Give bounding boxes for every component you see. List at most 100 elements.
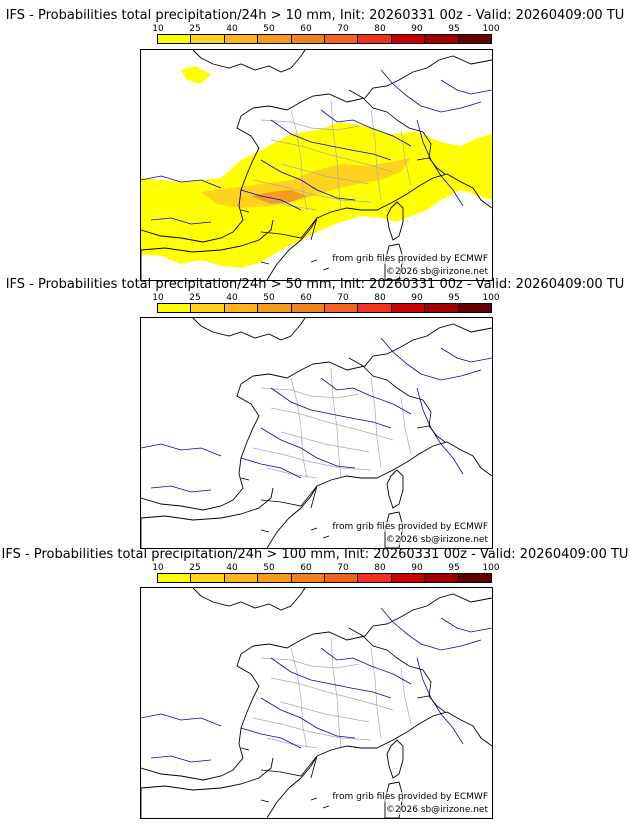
colorbar-ticks: 10 25 40 50 60 70 80 90 95 100: [152, 293, 499, 303]
river: [260, 697, 356, 739]
colorbar-segment: [325, 574, 359, 582]
colorbar-tick-label: 50: [263, 24, 275, 34]
river: [270, 387, 392, 429]
admin-boundary: [290, 377, 308, 479]
colorbar-tick-label: 70: [337, 24, 349, 34]
colorbar-tick-label: 60: [300, 563, 312, 573]
colorbar-tick-label: 10: [152, 293, 164, 303]
coastline: [192, 588, 306, 611]
admin-boundary: [330, 637, 342, 749]
river: [240, 189, 302, 211]
river: [320, 377, 412, 415]
colorbar-tick-label: 25: [189, 293, 201, 303]
colorbar-tick-label: 90: [411, 293, 423, 303]
colorbar-segment: [391, 574, 426, 582]
credit-site: ©2026 sb@irizone.net: [386, 535, 488, 545]
admin-boundary: [290, 647, 308, 749]
colorbar-tick-label: 95: [448, 24, 460, 34]
colorbar-segment: [224, 304, 259, 312]
colorbar-tick-label: 50: [263, 563, 275, 573]
colorbar-segment: [391, 304, 426, 312]
admin-boundary: [260, 387, 360, 399]
colorbar-segment: [291, 574, 326, 582]
river: [150, 485, 212, 493]
colorbar-segment: [191, 304, 225, 312]
coastline: [266, 217, 318, 280]
river: [380, 607, 482, 651]
map-panel-100mm: IFS - Probabilities total precipitation/…: [0, 547, 630, 819]
colorbar-tick-label: 10: [152, 563, 164, 573]
country-border: [260, 357, 446, 509]
coastline: [192, 318, 306, 341]
colorbar-tick-label: 40: [226, 293, 238, 303]
credit-site: ©2026 sb@irizone.net: [386, 267, 488, 277]
credit-ecmwf: from grib files provided by ECMWF: [332, 792, 488, 802]
colorbar-segment: [458, 304, 492, 312]
river: [270, 119, 392, 161]
island-corsica: [386, 201, 404, 241]
colorbar-segment: [291, 304, 326, 312]
coastline: [141, 55, 492, 243]
river: [440, 617, 492, 633]
precip-area-low: [181, 66, 211, 84]
map-view[interactable]: from grib files provided by ECMWF ©2026 …: [140, 587, 493, 819]
country-border: [260, 89, 446, 241]
colorbar-tick-label: 50: [263, 293, 275, 303]
colorbar-segment: [458, 574, 492, 582]
colorbar-tick-label: 60: [300, 293, 312, 303]
country-border: [260, 627, 446, 779]
colorbar-tick-label: 90: [411, 563, 423, 573]
map-view[interactable]: from grib files provided by ECMWF ©2026 …: [140, 317, 493, 549]
colorbar-tick-label: 60: [300, 24, 312, 34]
coastline: [240, 209, 330, 271]
admin-boundary: [260, 657, 360, 669]
colorbar-segment: [425, 304, 459, 312]
river: [141, 175, 222, 189]
river: [240, 457, 302, 479]
coastline: [141, 593, 492, 781]
river: [440, 79, 492, 95]
colorbar-segment: [291, 35, 326, 43]
colorbar-tick-label: 40: [226, 563, 238, 573]
river: [380, 337, 482, 381]
river: [150, 755, 212, 763]
admin-boundary: [280, 163, 370, 185]
island-corsica: [386, 469, 404, 509]
admin-boundary: [280, 701, 370, 723]
colorbar-segment: [325, 304, 359, 312]
river: [416, 119, 464, 207]
island-corsica: [386, 739, 404, 779]
panel-title: IFS - Probabilities total precipitation/…: [5, 8, 625, 23]
admin-boundary: [266, 737, 318, 749]
map-view[interactable]: from grib files provided by ECMWF ©2026 …: [140, 49, 493, 281]
colorbar-segment: [224, 574, 259, 582]
colorbar-segment: [158, 574, 192, 582]
colorbar-segment: [358, 35, 392, 43]
coastline: [192, 50, 306, 73]
colorbar-tick-label: 100: [482, 563, 500, 573]
colorbar-tick-label: 70: [337, 293, 349, 303]
coastline: [141, 487, 274, 548]
colorbar-segment: [191, 574, 225, 582]
river: [380, 69, 482, 113]
coastline: [266, 755, 318, 818]
coastline: [240, 477, 330, 539]
colorbar-tick-label: 70: [337, 563, 349, 573]
colorbar-ticks: 10 25 40 50 60 70 80 90 95 100: [152, 563, 499, 573]
colorbar-segment: [158, 304, 192, 312]
credit-ecmwf: from grib files provided by ECMWF: [332, 254, 488, 264]
colorbar-segment: [258, 574, 292, 582]
map-canvas: [141, 318, 492, 548]
river: [320, 109, 412, 147]
admin-boundary: [400, 667, 412, 725]
colorbar: [157, 34, 492, 44]
river: [141, 713, 222, 727]
admin-boundary: [260, 119, 360, 131]
colorbar-tick-label: 95: [448, 293, 460, 303]
colorbar-segment: [258, 35, 292, 43]
colorbar-tick-label: 10: [152, 24, 164, 34]
admin-boundary: [280, 431, 370, 453]
admin-boundary: [252, 447, 372, 471]
coastline: [240, 747, 330, 809]
colorbar-segment: [191, 35, 225, 43]
